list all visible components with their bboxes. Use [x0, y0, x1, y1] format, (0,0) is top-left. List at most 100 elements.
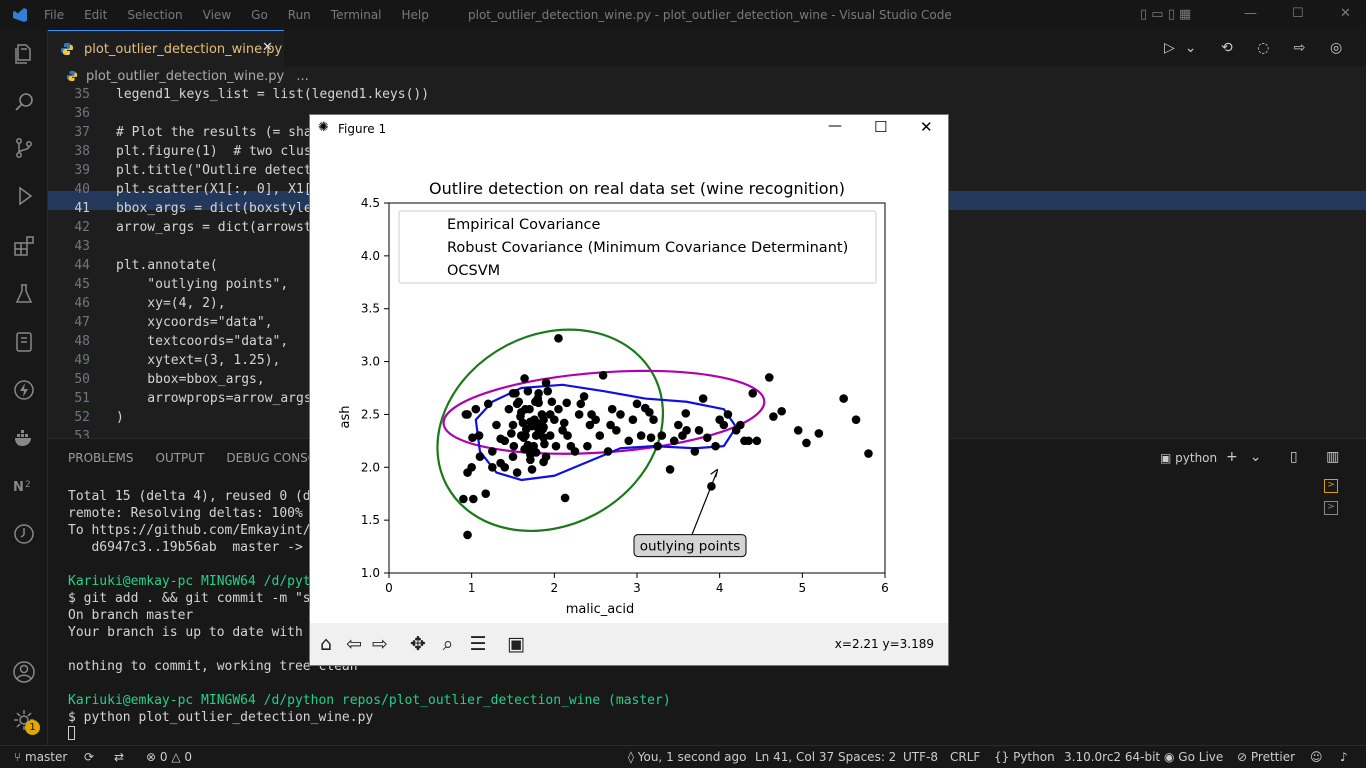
back-arrow-icon[interactable]: ⇦ [346, 633, 362, 655]
data-point [559, 418, 569, 428]
code-line: # Plot the results (= sha [116, 125, 312, 140]
docker-icon[interactable] [12, 426, 36, 450]
code-line: arrowprops=arrow_args [116, 391, 312, 406]
annotation-text: outlying points [640, 539, 740, 555]
code-line: "outlying points", [116, 277, 289, 292]
zoom-icon[interactable]: ⌕ [442, 633, 454, 655]
maximize-window-button[interactable]: ☐ [1292, 6, 1304, 21]
line-number: 49 [74, 353, 90, 368]
terminal-line: To https://github.com/Emkayint/plot [68, 523, 342, 538]
panel-actions[interactable]: +⌄ ▯ ▥ ^ ✕ [1226, 449, 1366, 465]
remote-explorer-icon[interactable] [12, 330, 36, 354]
y-tick-label: 4.5 [361, 196, 380, 210]
vscode-logo-icon [13, 8, 27, 22]
editor-actions-toolbar[interactable]: ▷⌄ ⟲ ◌ ⇨ ◎ ▯ ⋯ [1164, 40, 1366, 56]
git-blame[interactable]: ◊ You, 1 second ago [628, 750, 747, 764]
data-point [607, 404, 617, 414]
testing-icon[interactable] [12, 282, 36, 306]
problems-indicator[interactable]: ⊗ 0 △ 0 [146, 750, 193, 764]
terminal-line: Kariuki@emkay-pc MINGW64 /d/python [68, 574, 335, 589]
pan-icon[interactable]: ✥ [410, 633, 426, 655]
line-number: 35 [74, 87, 90, 102]
minimize-window-button[interactable]: — [1244, 6, 1257, 21]
prettier-button[interactable]: ⊘ Prettier [1237, 750, 1296, 764]
tab-problems[interactable]: PROBLEMS [68, 451, 134, 465]
timeline-icon[interactable] [12, 522, 36, 546]
menu-go[interactable]: Go [251, 8, 268, 22]
run-debug-icon[interactable] [12, 184, 36, 208]
save-figure-icon[interactable]: ▣ [507, 633, 525, 655]
data-point [632, 399, 642, 409]
menu-selection[interactable]: Selection [127, 8, 183, 22]
terminal-tab-icon[interactable]: > [1324, 479, 1338, 493]
language-mode[interactable]: {} Python [994, 750, 1055, 764]
annotation: outlying points [633, 468, 747, 558]
account-icon[interactable] [12, 660, 36, 684]
home-icon[interactable]: ⌂ [319, 633, 333, 655]
terminal-tab-icon-2[interactable]: > [1324, 501, 1338, 515]
breadcrumb-more[interactable]: ... [296, 69, 309, 84]
y-axis-label: ash [338, 406, 353, 429]
menu-terminal[interactable]: Terminal [330, 8, 382, 22]
extensions-icon[interactable] [12, 234, 36, 258]
svg-text:2: 2 [25, 480, 31, 490]
menu-view[interactable]: View [202, 8, 232, 22]
menu-run[interactable]: Run [287, 8, 311, 22]
notifications-bell-icon[interactable]: ♪ [1340, 750, 1348, 764]
go-live-button[interactable]: ◉ Go Live [1164, 750, 1224, 764]
tab-debug-console[interactable]: DEBUG CONSOLE [226, 451, 332, 465]
figure-close-button[interactable]: ✕ [920, 118, 933, 136]
sync-icon[interactable]: ⟳ [84, 750, 95, 764]
forward-arrow-icon[interactable]: ⇨ [372, 633, 388, 655]
thunder-client-icon[interactable] [12, 378, 36, 402]
explorer-icon[interactable] [12, 42, 36, 66]
data-point [744, 436, 753, 446]
data-point [525, 404, 534, 414]
data-point [483, 399, 493, 409]
data-point [545, 431, 555, 440]
data-point [474, 431, 484, 440]
cursor-position[interactable]: Ln 41, Col 37 [755, 750, 835, 764]
terminal-selector[interactable]: ▣ python [1160, 451, 1217, 465]
tab-plot-outlier-detection[interactable]: plot_outlier_detection_wine.py ✕ [48, 30, 284, 66]
go-live-label: Go Live [1178, 750, 1224, 764]
indentation[interactable]: Spaces: 2 [838, 750, 897, 764]
menu-file[interactable]: File [44, 8, 65, 22]
ocsvm-contour [474, 383, 738, 482]
line-number: 37 [74, 125, 90, 140]
x-tick-label: 4 [716, 581, 724, 595]
code-line: ) [116, 410, 124, 425]
data-point [579, 392, 589, 401]
figure-maximize-button[interactable]: ☐ [874, 118, 888, 136]
remote-icon[interactable]: ⇄ [114, 750, 125, 764]
terminal-line: nothing to commit, working tree clean [68, 659, 358, 674]
code-line: bbox_args = dict(boxstyle [116, 201, 312, 216]
feedback-icon[interactable]: ☺ [1310, 750, 1323, 764]
tab-close-icon[interactable]: ✕ [262, 40, 273, 55]
tab-output[interactable]: OUTPUT [155, 451, 205, 465]
data-point [529, 441, 538, 451]
layout-toggle-icons[interactable]: ▯ ▭ ▯ ▦ [1140, 7, 1192, 22]
branch-indicator[interactable]: ⑂ master [14, 750, 68, 764]
breadcrumb-file[interactable]: plot_outlier_detection_wine.py [86, 69, 285, 84]
close-window-button[interactable]: ✕ [1340, 6, 1351, 21]
data-point [459, 494, 468, 504]
warning-count: 0 [184, 750, 193, 764]
line-endings[interactable]: CRLF [950, 750, 981, 764]
data-point [752, 436, 762, 446]
x-tick-label: 3 [633, 581, 641, 595]
data-point [678, 431, 687, 440]
source-control-icon[interactable] [12, 136, 36, 160]
python-interpreter[interactable]: 3.10.0rc2 64-bit [1064, 750, 1161, 764]
data-point [802, 438, 811, 448]
menu-edit[interactable]: Edit [84, 8, 108, 22]
data-point [512, 399, 522, 409]
data-point [702, 433, 712, 442]
configure-subplots-icon[interactable]: ☰ [469, 633, 487, 655]
menu-help[interactable]: Help [401, 8, 429, 22]
encoding[interactable]: UTF-8 [903, 750, 938, 764]
figure-minimize-button[interactable]: — [828, 118, 842, 134]
search-icon[interactable] [12, 90, 36, 114]
data-point [531, 431, 541, 440]
